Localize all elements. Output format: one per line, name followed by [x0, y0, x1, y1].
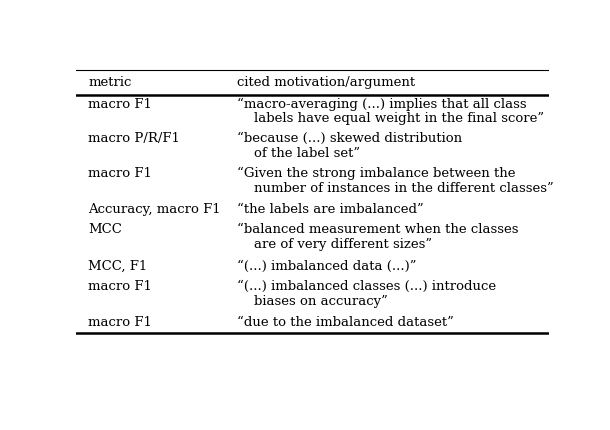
Text: “macro-averaging (...) implies that all class: “macro-averaging (...) implies that all … [237, 98, 526, 111]
Text: MCC, F1: MCC, F1 [88, 259, 148, 273]
Text: “balanced measurement when the classes: “balanced measurement when the classes [237, 223, 518, 237]
Text: “Given the strong imbalance between the: “Given the strong imbalance between the [237, 167, 515, 180]
Text: macro P/R/F1: macro P/R/F1 [88, 132, 180, 145]
Text: macro F1: macro F1 [88, 316, 152, 329]
Text: labels have equal weight in the final score”: labels have equal weight in the final sc… [237, 113, 544, 126]
Text: macro F1: macro F1 [88, 98, 152, 111]
Text: “(...) imbalanced classes (...) introduce: “(...) imbalanced classes (...) introduc… [237, 280, 496, 293]
Text: “the labels are imbalanced”: “the labels are imbalanced” [237, 203, 424, 216]
Text: Accuracy, macro F1: Accuracy, macro F1 [88, 203, 221, 216]
Text: metric: metric [88, 76, 131, 89]
Text: biases on accuracy”: biases on accuracy” [237, 295, 388, 307]
Text: cited motivation/argument: cited motivation/argument [237, 76, 415, 89]
Text: “(...) imbalanced data (...)”: “(...) imbalanced data (...)” [237, 259, 417, 273]
Text: “because (...) skewed distribution: “because (...) skewed distribution [237, 132, 462, 145]
Text: “due to the imbalanced dataset”: “due to the imbalanced dataset” [237, 316, 454, 329]
Text: macro F1: macro F1 [88, 280, 152, 293]
Text: MCC: MCC [88, 223, 122, 237]
Text: macro F1: macro F1 [88, 167, 152, 180]
Text: of the label set”: of the label set” [237, 147, 360, 160]
Text: are of very different sizes”: are of very different sizes” [237, 238, 432, 251]
Text: number of instances in the different classes”: number of instances in the different cla… [237, 182, 554, 195]
